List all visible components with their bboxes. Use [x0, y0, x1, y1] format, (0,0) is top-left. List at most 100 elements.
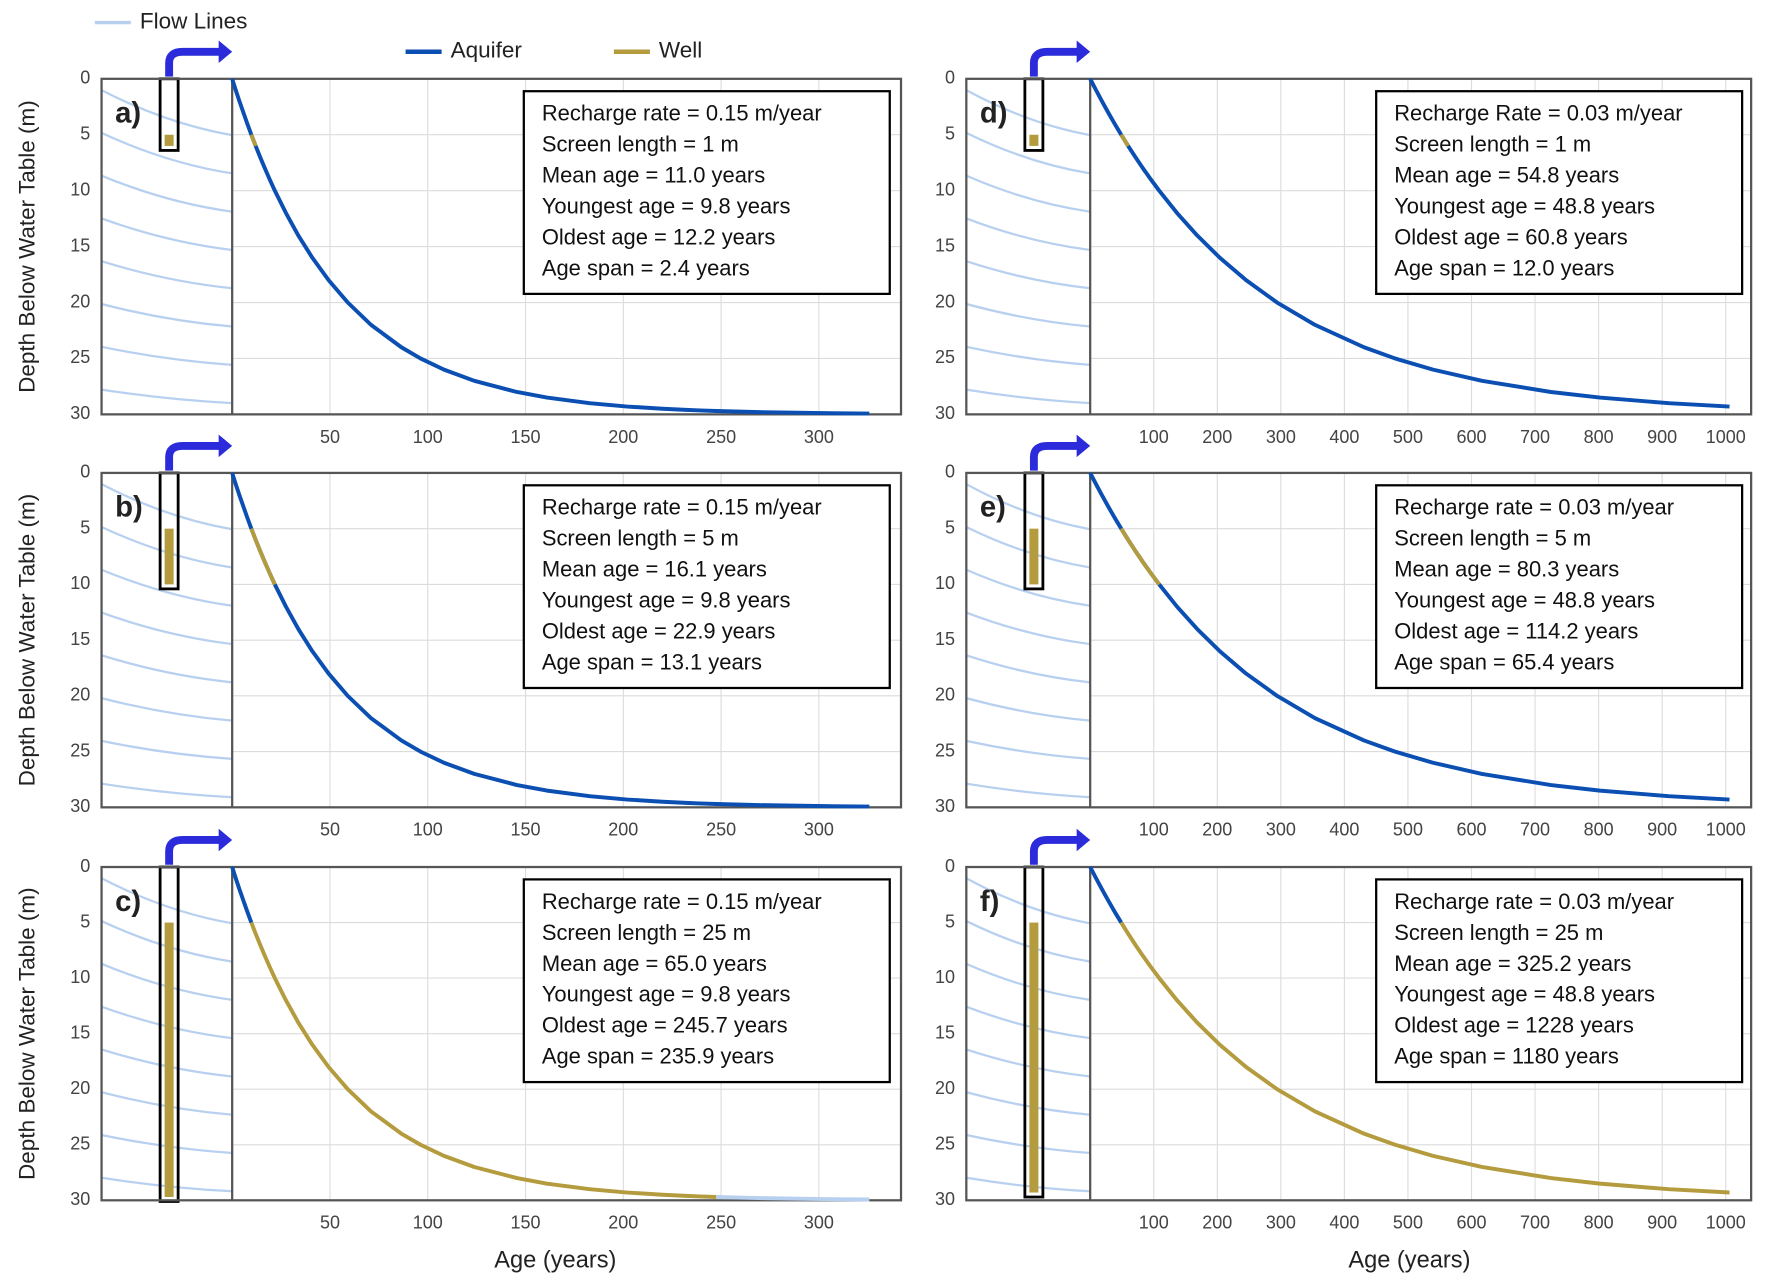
info-line: Screen length = 25 m	[1394, 920, 1603, 945]
plot-frame	[100, 471, 903, 809]
info-line: Youngest age = 48.8 years	[1394, 588, 1655, 613]
x-tick-label: 400	[1329, 820, 1359, 840]
flow-line	[965, 217, 1091, 252]
y-tick-label: 0	[80, 462, 90, 482]
plot-frame	[100, 77, 903, 416]
flow-line	[101, 302, 233, 328]
info-line: Oldest age = 60.8 years	[1394, 225, 1628, 250]
y-tick-label: 0	[80, 68, 90, 88]
y-tick-label: 10	[935, 573, 955, 593]
flow-line	[966, 739, 1091, 761]
y-tick-label: 5	[945, 123, 955, 143]
x-tick-label: 200	[608, 1213, 638, 1233]
flow-line	[101, 260, 233, 290]
info-box	[522, 878, 891, 1084]
flow-line	[965, 654, 1091, 684]
info-line: Age span = 13.1 years	[542, 650, 762, 675]
info-line: Screen length = 5 m	[542, 526, 739, 551]
flow-line	[966, 345, 1091, 366]
flow-line	[966, 388, 1091, 405]
y-tick-label: 5	[80, 123, 90, 143]
flow-line	[966, 302, 1091, 328]
y-tick-label: 20	[70, 291, 90, 311]
flow-line	[966, 1091, 1091, 1116]
well-arrowhead	[218, 434, 233, 458]
flow-line	[101, 568, 233, 607]
x-tick-label: 100	[413, 820, 443, 840]
x-tick-label: 200	[608, 820, 638, 840]
info-line: Screen length = 25 m	[542, 920, 751, 945]
info-line: Youngest age = 9.8 years	[542, 194, 791, 219]
x-tick-label: 700	[1520, 820, 1550, 840]
flow-line	[965, 1048, 1091, 1078]
well-screen	[164, 922, 174, 1197]
info-line: Mean age = 325.2 years	[1394, 951, 1631, 976]
info-line: Age span = 65.4 years	[1394, 650, 1614, 675]
y-tick-label: 0	[80, 856, 90, 876]
well-arrowhead	[1076, 434, 1091, 458]
flow-line	[101, 388, 233, 405]
info-line: Recharge rate = 0.15 m/year	[542, 889, 822, 914]
well-arrow	[165, 441, 221, 471]
x-axis-label: Age (years)	[1348, 1247, 1470, 1273]
x-tick-label: 400	[1329, 1213, 1359, 1233]
y-tick-label: 10	[935, 179, 955, 199]
info-line: Oldest age = 22.9 years	[542, 619, 776, 644]
flow-line	[101, 739, 233, 761]
info-line: Recharge rate = 0.03 m/year	[1394, 495, 1674, 520]
y-tick-label: 30	[935, 403, 955, 423]
info-box	[1375, 878, 1744, 1084]
y-tick-label: 25	[70, 347, 90, 367]
x-tick-label: 300	[1266, 820, 1296, 840]
flow-line	[966, 782, 1091, 799]
flow-line	[965, 260, 1091, 290]
flow-line	[101, 877, 233, 925]
plot-frame	[100, 865, 903, 1202]
series-line	[1088, 866, 1123, 924]
well-arrow	[1029, 836, 1079, 865]
flow-line	[101, 345, 233, 366]
y-tick-label: 25	[935, 1134, 955, 1154]
x-tick-label: 200	[608, 427, 638, 447]
flow-line	[966, 697, 1091, 722]
info-line: Age span = 2.4 years	[542, 255, 750, 280]
series-line	[1088, 472, 1730, 802]
info-line: Screen length = 5 m	[1394, 526, 1591, 551]
well-arrowhead	[218, 40, 233, 64]
series-line	[1119, 921, 1730, 1195]
x-tick-label: 500	[1393, 1213, 1423, 1233]
x-tick-label: 200	[1202, 1213, 1232, 1233]
well-screen	[1029, 528, 1039, 585]
y-tick-label: 20	[70, 685, 90, 705]
info-line: Mean age = 16.1 years	[542, 557, 767, 582]
x-tick-label: 800	[1584, 427, 1614, 447]
plot-frame	[965, 471, 1753, 809]
flow-line	[101, 131, 233, 175]
y-tick-label: 15	[935, 235, 955, 255]
panel-label: a)	[115, 98, 141, 130]
series-line	[249, 134, 258, 147]
flow-line	[101, 217, 233, 252]
x-tick-label: 1000	[1706, 820, 1746, 840]
y-axis-label: Depth Below Water Table (m)	[14, 494, 39, 787]
y-tick-label: 30	[70, 1189, 90, 1209]
y-tick-label: 10	[70, 967, 90, 987]
info-line: Mean age = 11.0 years	[542, 163, 765, 188]
series-line	[230, 866, 254, 924]
info-line: Recharge Rate = 0.03 m/year	[1394, 101, 1682, 126]
flow-line	[965, 525, 1091, 569]
series-line	[1119, 527, 1161, 586]
x-tick-label: 200	[1202, 427, 1232, 447]
well-screen	[1029, 922, 1039, 1193]
y-tick-label: 5	[80, 517, 90, 537]
y-tick-label: 0	[945, 462, 955, 482]
info-line: Screen length = 1 m	[1394, 132, 1591, 157]
legend-label: Well	[659, 38, 702, 63]
well-arrow	[1029, 47, 1079, 77]
info-line: Mean age = 80.3 years	[1394, 557, 1619, 582]
flow-line	[965, 877, 1091, 925]
y-tick-label: 30	[935, 1189, 955, 1209]
flow-line	[966, 1176, 1091, 1193]
y-axis-label: Depth Below Water Table (m)	[14, 887, 39, 1180]
info-line: Age span = 12.0 years	[1394, 255, 1614, 280]
